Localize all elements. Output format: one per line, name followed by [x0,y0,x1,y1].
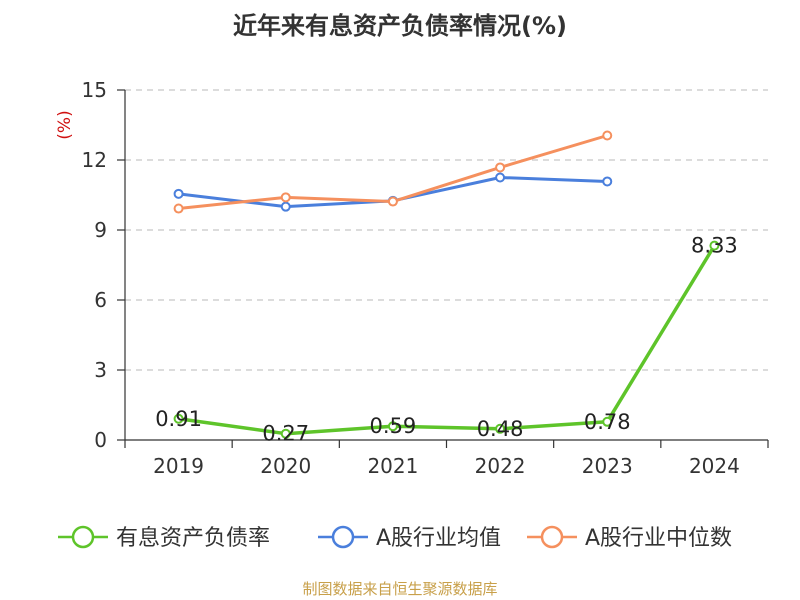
legend-label: 有息资产负债率 [116,526,270,551]
x-tick-label: 2022 [475,454,526,478]
data-label: 8.33 [691,234,738,258]
legend-label: A股行业中位数 [585,526,732,551]
data-point [280,201,291,212]
legend-marker [71,525,95,549]
y-tick-label: 15 [82,78,107,102]
x-tick-label: 2019 [153,454,204,478]
x-tick-label: 2024 [689,454,740,478]
y-tick-label: 6 [94,288,107,312]
data-point [387,421,398,432]
data-point [602,416,613,427]
data-point [495,172,506,183]
data-point [173,203,184,214]
y-tick-label: 12 [82,148,107,172]
data-point [173,413,184,424]
data-point [387,196,398,207]
source-note: 制图数据来自恒生聚源数据库 [302,580,498,598]
legend-marker [540,525,564,549]
data-point [495,423,506,434]
legend-label: A股行业均值 [376,526,501,551]
data-point [602,130,613,141]
legend-marker [331,525,355,549]
data-label: 0.48 [477,417,524,441]
x-tick-label: 2023 [582,454,633,478]
chart-title: 近年来有息资产负债率情况(%) [233,12,567,40]
data-label: 0.27 [262,422,309,446]
y-axis-label: (%) [55,110,75,139]
y-tick-label: 9 [94,218,107,242]
data-point [173,188,184,199]
x-tick-label: 2021 [367,454,418,478]
y-tick-label: 3 [94,358,107,382]
data-point [709,240,720,251]
data-label: 0.91 [155,407,202,431]
y-tick-label: 0 [94,428,107,452]
series-line [178,244,716,436]
data-label: 0.59 [370,414,417,438]
data-label: 0.78 [584,410,631,434]
data-point [602,176,613,187]
data-point [280,428,291,439]
data-point [280,192,291,203]
data-point [495,162,506,173]
x-tick-label: 2020 [260,454,311,478]
